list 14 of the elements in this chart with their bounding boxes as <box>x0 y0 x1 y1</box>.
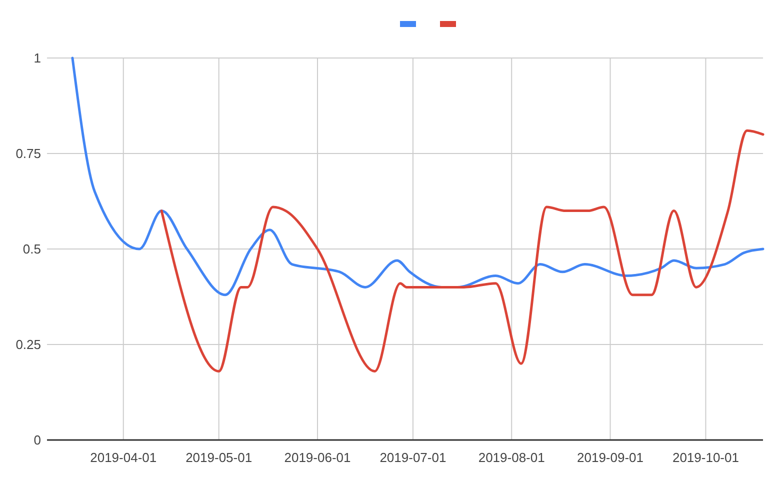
y-tick-label: 0.75 <box>16 146 41 162</box>
line-series <box>160 129 764 372</box>
x-tick-label: 2019-10-01 <box>672 450 739 465</box>
y-tick-label: 0 <box>34 432 41 448</box>
x-tick-label: 2019-07-01 <box>380 450 446 465</box>
y-tick-label: 1 <box>34 50 41 66</box>
x-tick-label: 2019-09-01 <box>577 450 644 465</box>
line-series <box>71 56 764 296</box>
x-tick-label: 2019-04-01 <box>90 450 157 465</box>
x-tick-label: 2019-05-01 <box>186 450 252 465</box>
y-tick-label: 0.25 <box>16 337 41 352</box>
y-tick-label: 0.5 <box>22 242 41 257</box>
x-tick-label: 2019-08-01 <box>478 450 545 465</box>
x-tick-label: 2019-06-01 <box>284 450 351 465</box>
